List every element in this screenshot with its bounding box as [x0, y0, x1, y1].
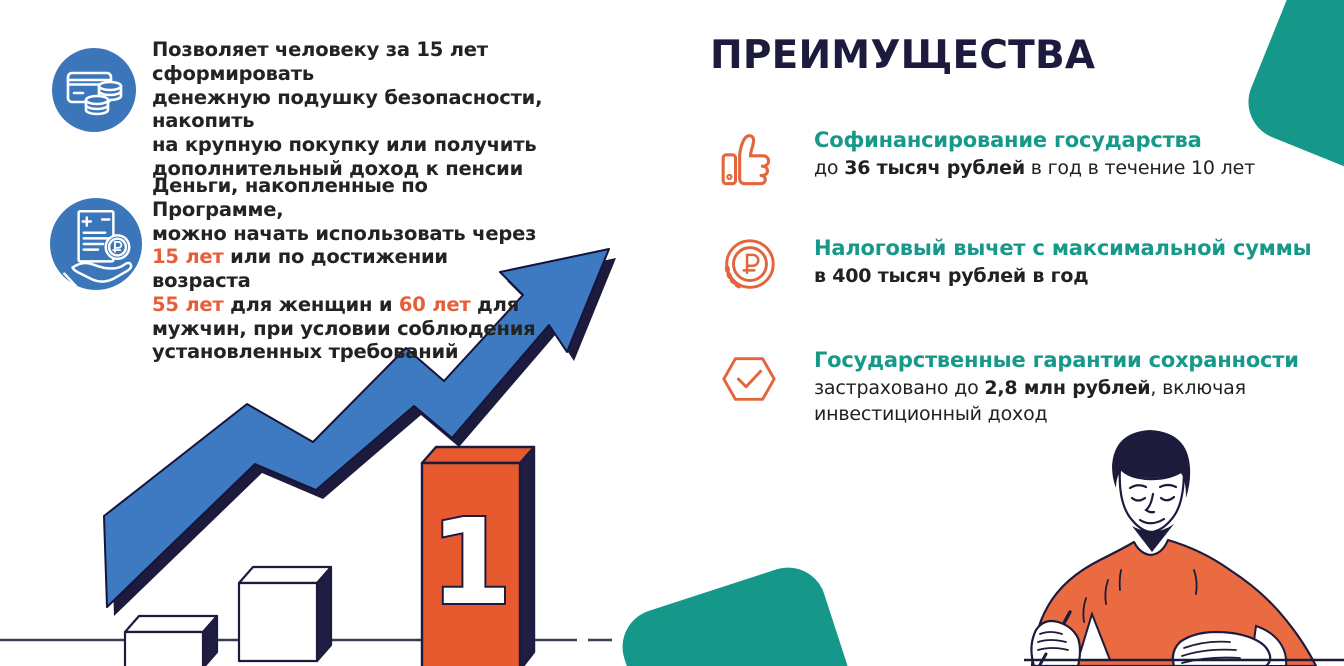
usage-text-segment: Деньги, накопленные по Программе, можно …	[152, 174, 537, 245]
hair	[1112, 430, 1191, 498]
left-hand-fingers	[1037, 631, 1069, 651]
thumbs-up-icon	[718, 128, 784, 194]
facial-features	[1128, 483, 1178, 525]
body-bold-amount: 2,8 млн рублей	[984, 377, 1151, 399]
benefit-body: в 400 тысяч рублей в год	[814, 264, 1311, 290]
usage-text-segment: для женщин и	[223, 292, 399, 316]
benefit-state-guarantee-text: Государственные гарантии сохранности зас…	[814, 348, 1299, 427]
shirt-fold-lines	[1082, 569, 1198, 623]
body-bold-amount: в 400 тысяч рублей в год	[814, 265, 1089, 287]
benefit-tax-deduction-text: Налоговый вычет с максимальной суммы в 4…	[814, 236, 1312, 302]
body-text: застраховано до	[814, 377, 985, 399]
usage-text-segment: или по достижении возраста	[152, 245, 448, 293]
benefit-title: Софинансирование государства	[814, 128, 1202, 152]
benefit-cofinancing-text: Софинансирование государства до 36 тысяч…	[814, 128, 1255, 194]
card-coins-icon	[52, 48, 136, 132]
body-text: в год в течение 10 лет	[1024, 157, 1255, 179]
benefit-body: до 36 тысяч рублей в год в течение 10 ле…	[814, 156, 1255, 182]
ruble-coin-icon	[718, 236, 784, 302]
podium-bar-medium	[237, 565, 333, 663]
benefit-tax-deduction: Налоговый вычет с максимальной суммы в 4…	[718, 236, 1318, 302]
growth-arrow	[103, 248, 610, 608]
podium-bar-small	[123, 614, 219, 666]
neck-shadow	[1132, 524, 1174, 552]
shirt	[1030, 538, 1318, 666]
highlight-60-years: 60 лет	[398, 292, 471, 316]
man-writing-illustration	[1024, 430, 1344, 666]
body-text: , включая инвестиционный доход	[814, 377, 1246, 425]
benefit-title: Государственные гарантии сохранности	[814, 348, 1299, 372]
body-bold-amount: 36 тысяч рублей	[844, 157, 1025, 179]
benefit-title: Налоговый вычет с максимальной суммы	[814, 236, 1312, 260]
check-hexagon-icon	[718, 348, 784, 414]
right-hand-fingers	[1181, 640, 1241, 664]
pen-tip	[1037, 652, 1048, 666]
growth-chart-illustration: 1	[0, 248, 616, 666]
savings-description-text: Позволяет человеку за 15 лет сформироват…	[152, 38, 543, 180]
teal-shape-top-right	[1237, 0, 1344, 247]
benefit-body: застраховано до 2,8 млн рублей, включая …	[814, 376, 1299, 427]
podium-rank-label: 1	[430, 493, 512, 631]
highlight-15-years: 15 лет	[152, 245, 224, 269]
page-title: ПРЕИМУЩЕСТВА	[710, 33, 1096, 78]
benefit-cofinancing: Софинансирование государства до 36 тысяч…	[718, 128, 1318, 194]
usage-rules-text: Деньги, накопленные по Программе, можно …	[152, 174, 542, 364]
highlight-55-years: 55 лет	[152, 292, 224, 316]
document-ruble-hand-icon	[50, 198, 142, 290]
usage-text-segment: для мужчин, при условии соблюдения устан…	[152, 292, 536, 364]
benefit-state-guarantee: Государственные гарантии сохранности зас…	[718, 348, 1318, 427]
podium-bar-first	[420, 445, 536, 666]
body-text: до	[814, 157, 845, 179]
